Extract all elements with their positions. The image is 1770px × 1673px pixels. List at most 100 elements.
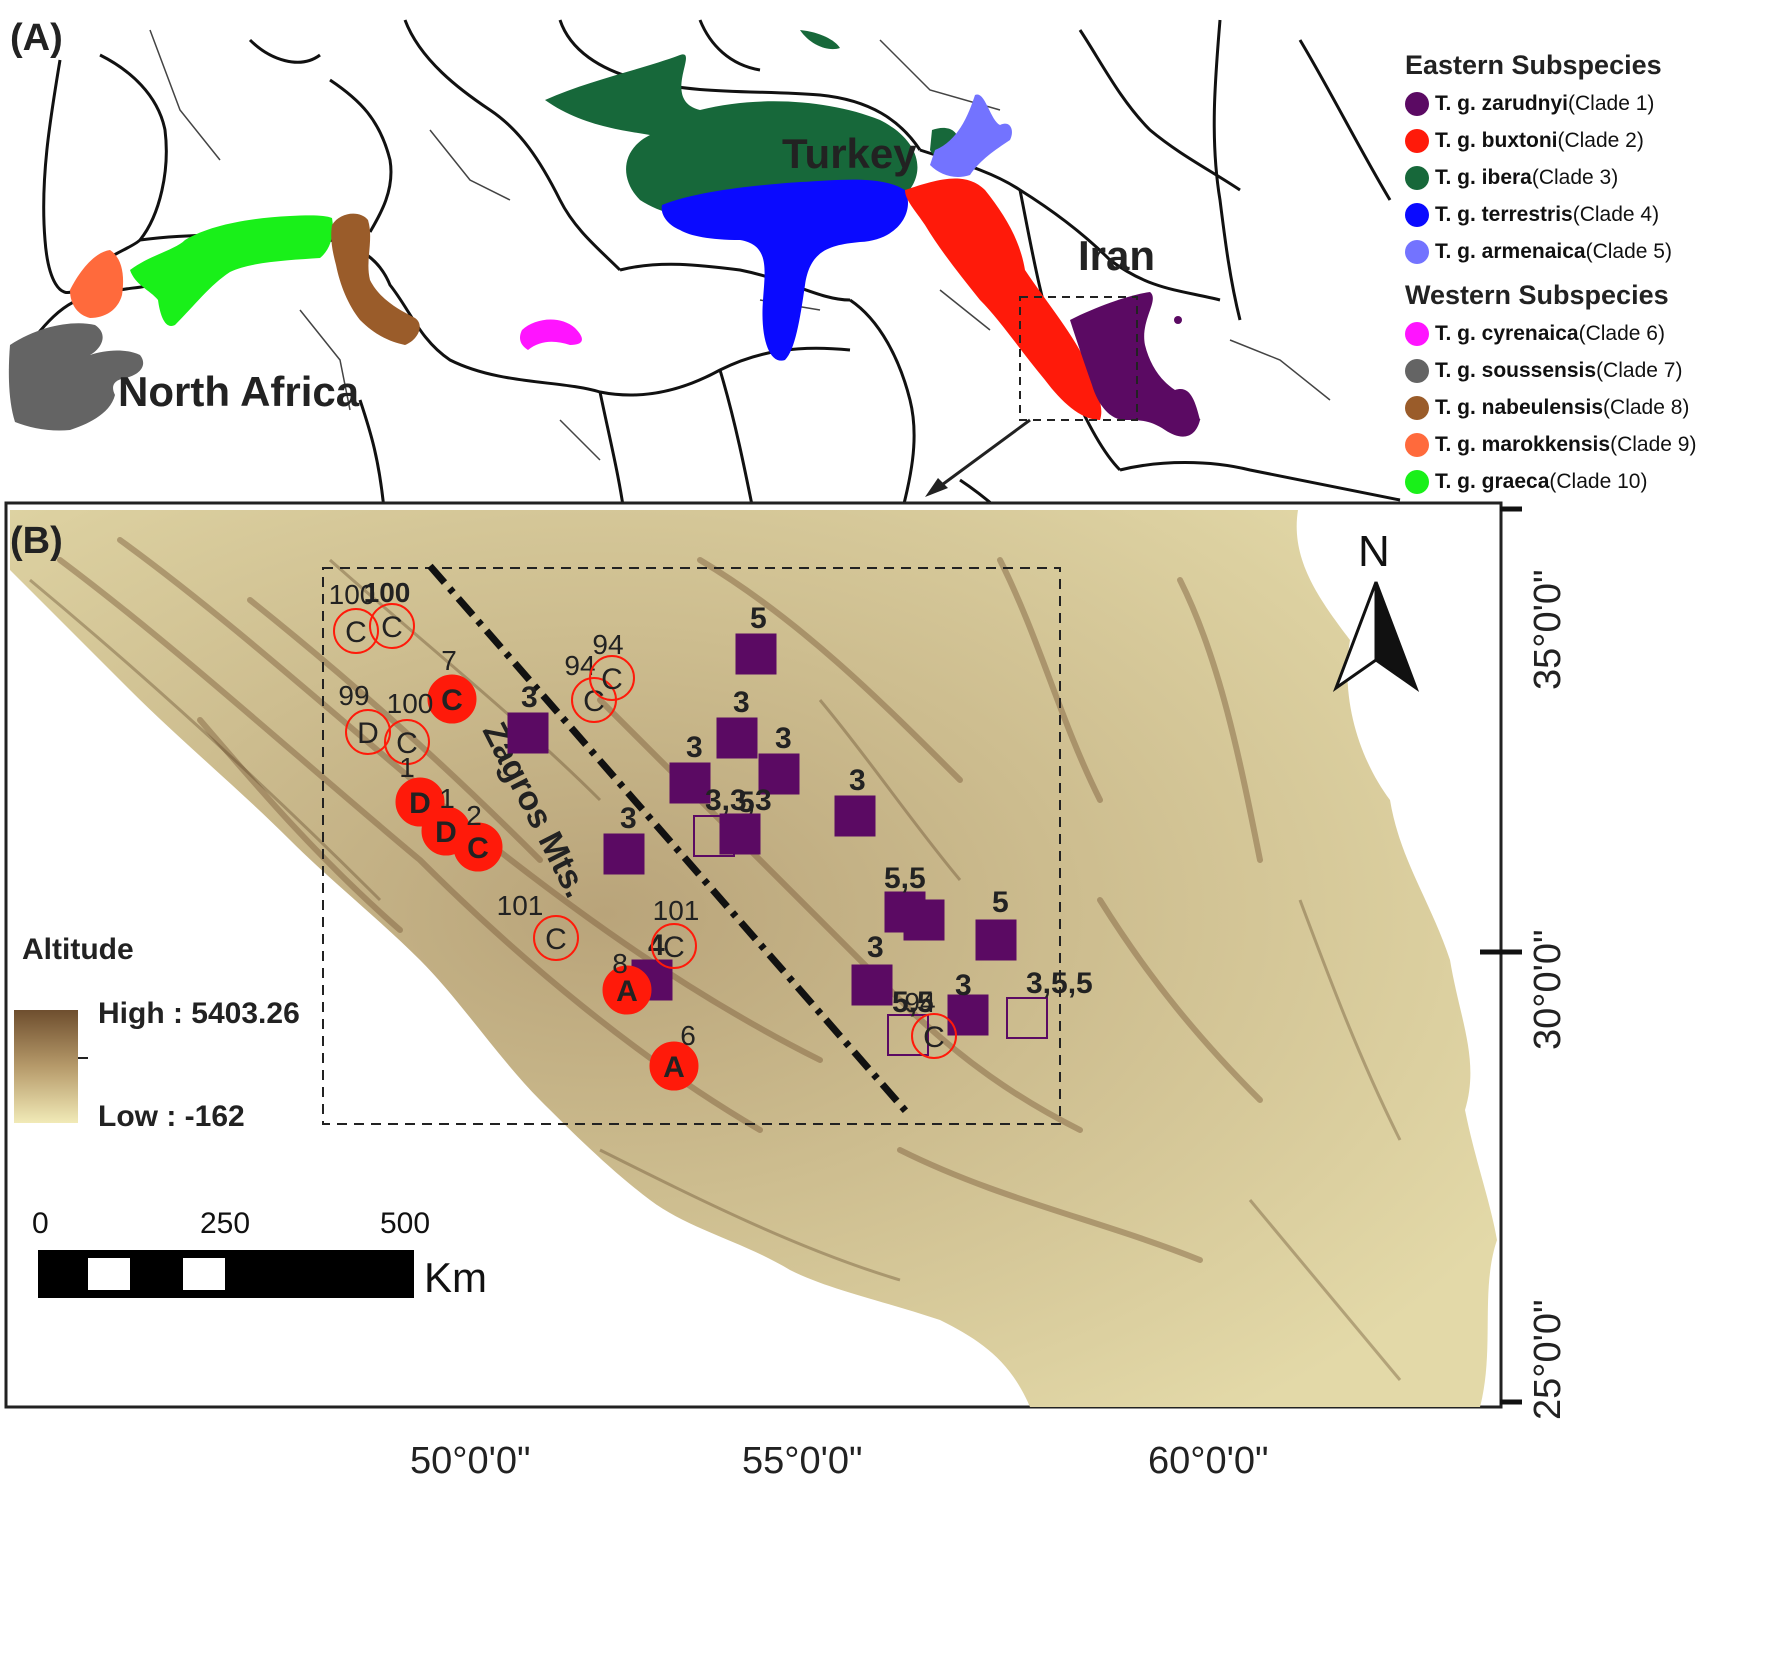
circle-marker <box>651 923 697 969</box>
legend-name: T. g. ibera <box>1435 165 1532 189</box>
legend-name: T. g. terrestris <box>1435 202 1573 226</box>
circle-marker-letter: C <box>583 685 605 718</box>
legend-swatch <box>1405 321 1429 346</box>
square-marker <box>669 762 711 804</box>
circle-marker-letter: C <box>923 1021 945 1054</box>
legend-swatch <box>1405 239 1429 264</box>
legend-swatch <box>1405 128 1429 153</box>
legend-name: T. g. armenaica <box>1435 239 1586 263</box>
circle-marker-letter: C <box>345 616 367 649</box>
square-marker <box>834 795 876 837</box>
legend-swatch <box>1405 91 1429 116</box>
circle-marker-number: 101 <box>653 895 700 926</box>
legend-item-western-4: T. g. graeca(Clade 10) <box>1405 463 1765 500</box>
legend-item-eastern-1: T. g. buxtoni(Clade 2) <box>1405 122 1765 159</box>
circle-marker <box>911 1013 957 1059</box>
scale-tick-500: 500 <box>380 1207 430 1240</box>
circle-marker <box>384 719 430 765</box>
range-ibera-2 <box>800 30 840 50</box>
circle-marker <box>602 965 652 1015</box>
subspecies-legend: Eastern Subspecies T. g. zarudnyi(Clade … <box>1405 44 1765 500</box>
circle-marker-letter: D <box>435 816 457 849</box>
circle-marker-number: 1 <box>439 783 455 814</box>
square-marker-label: 5,5 <box>892 986 934 1019</box>
square-marker <box>903 899 945 941</box>
altitude-high: High : 5403.26 <box>98 997 300 1030</box>
legend-clade: (Clade 5) <box>1585 239 1672 263</box>
legend-item-eastern-3: T. g. terrestris(Clade 4) <box>1405 196 1765 233</box>
scale-tick-0: 0 <box>32 1207 49 1240</box>
circle-marker-letter: C <box>441 684 463 717</box>
range-marokkensis <box>70 250 124 318</box>
legend-swatch <box>1405 202 1429 227</box>
square-marker <box>851 964 893 1006</box>
legend-item-western-0: T. g. cyrenaica(Clade 6) <box>1405 315 1765 352</box>
square-marker <box>887 1014 929 1056</box>
circle-marker-letter: A <box>616 975 638 1008</box>
legend-clade: (Clade 1) <box>1568 91 1655 115</box>
altitude-low: Low : -162 <box>98 1100 245 1133</box>
circle-marker-number: 94 <box>592 629 623 660</box>
circle-marker <box>453 822 503 872</box>
panel-a-map: (A) Turkey Iran North Africa <box>6 6 1410 536</box>
circle-marker-letter: C <box>381 611 403 644</box>
square-marker <box>507 712 549 754</box>
scale-bar: 0 250 500 Km <box>32 1207 487 1301</box>
region-north-africa: North Africa <box>118 368 360 415</box>
circle-marker-number: 1 <box>399 752 415 783</box>
range-armenaica <box>930 94 1012 177</box>
terrain-iran <box>10 510 1497 1407</box>
square-marker-label: 4 <box>648 929 665 962</box>
legend-clade: (Clade 2) <box>1557 128 1644 152</box>
region-turkey: Turkey <box>782 130 917 177</box>
square-marker-label: 5 <box>738 786 755 819</box>
square-marker <box>975 919 1017 961</box>
square-marker-label: 3 <box>733 686 750 719</box>
range-graeca <box>130 215 333 326</box>
legend-clade: (Clade 9) <box>1610 432 1697 456</box>
circle-marker-letter: D <box>409 787 431 820</box>
lon-60: 60°0'0" <box>1148 1440 1268 1482</box>
range-buxtoni <box>905 178 1102 420</box>
square-marker-label: 3,5,5 <box>1026 967 1093 1000</box>
legend-name: T. g. graeca <box>1435 469 1550 493</box>
lon-50: 50°0'0" <box>410 1440 530 1482</box>
range-ibera <box>545 54 918 220</box>
square-marker <box>735 633 777 675</box>
legend-item-eastern-2: T. g. ibera(Clade 3) <box>1405 159 1765 196</box>
range-nabeulensis <box>331 213 420 345</box>
zoom-arrow <box>934 418 1031 492</box>
legend-item-eastern-0: T. g. zarudnyi(Clade 1) <box>1405 85 1765 122</box>
legend-swatch <box>1405 358 1429 383</box>
legend-item-western-1: T. g. soussensis(Clade 7) <box>1405 352 1765 389</box>
panel-b-map: Zagros Mts. (B) N Altitude High : 5403.2… <box>4 501 1569 1482</box>
legend-name: T. g. marokkensis <box>1435 432 1611 456</box>
ridges-fine <box>29 558 1402 1381</box>
circle-marker <box>533 915 579 961</box>
square-marker <box>716 717 758 759</box>
circle-marker-letter: C <box>663 931 685 964</box>
square-marker <box>758 753 800 795</box>
legend-name: T. g. buxtoni <box>1435 128 1558 152</box>
legend-clade: (Clade 10) <box>1549 469 1648 493</box>
square-marker-label: 3 <box>849 764 866 797</box>
circle-marker-number: 101 <box>497 890 544 921</box>
range-terrestris <box>661 179 908 361</box>
square-marker-label: 5,5 <box>884 862 926 895</box>
legend-western-header: Western Subspecies <box>1405 280 1669 310</box>
lat-30: 30°0'0" <box>1527 930 1569 1050</box>
legend-clade: (Clade 8) <box>1603 395 1690 419</box>
square-marker-label: 5 <box>750 602 767 635</box>
circle-marker-letter: A <box>663 1051 685 1084</box>
legend-clade: (Clade 3) <box>1531 165 1619 189</box>
legend-name: T. g. cyrenaica <box>1435 321 1579 345</box>
lon-55: 55°0'0" <box>742 1440 862 1482</box>
circle-marker <box>333 608 379 654</box>
square-marker-label: 3 <box>521 681 538 714</box>
square-marker-label: 3 <box>867 931 884 964</box>
circle-marker-letter: D <box>357 717 379 750</box>
lat-35: 35°0'0" <box>1527 570 1569 690</box>
circle-marker-number: 6 <box>680 1020 696 1051</box>
